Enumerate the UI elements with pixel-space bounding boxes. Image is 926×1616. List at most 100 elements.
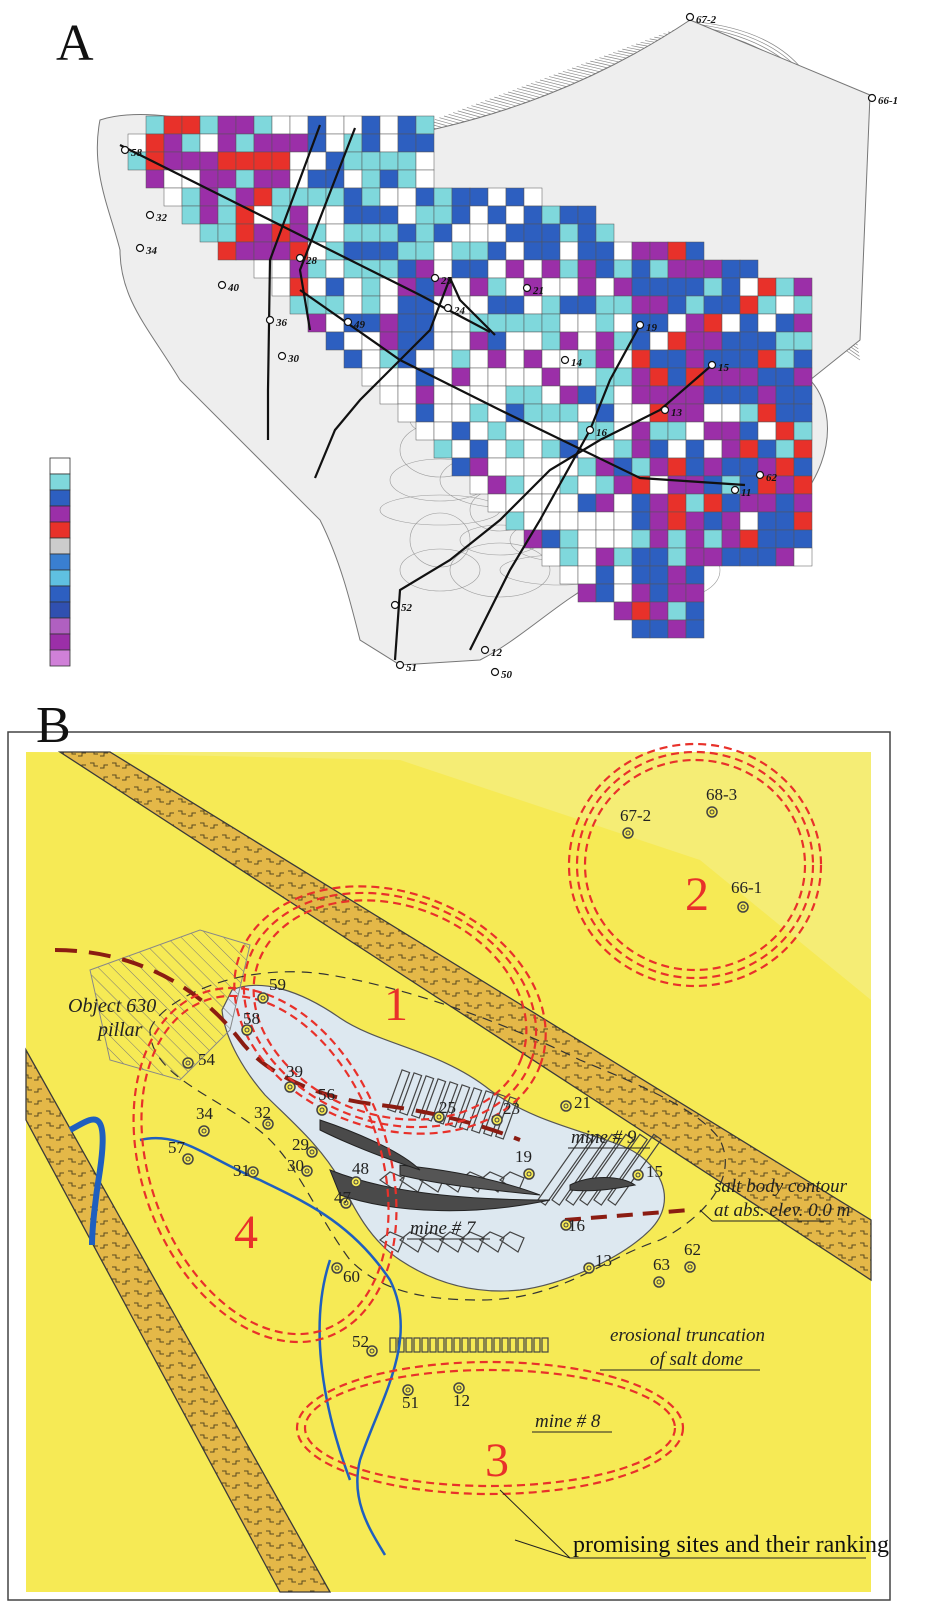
well-marker bbox=[635, 320, 645, 330]
legend-swatch bbox=[49, 489, 71, 507]
grid-cell bbox=[721, 457, 741, 477]
grid-cell bbox=[667, 565, 687, 585]
grid-cell bbox=[451, 331, 471, 351]
grid-cell bbox=[613, 331, 633, 351]
object-630-pillar bbox=[89, 929, 251, 1081]
grid-cell bbox=[703, 457, 723, 477]
mine-drift bbox=[565, 1133, 621, 1206]
grid-cell bbox=[757, 331, 777, 351]
well-label: 66-1 bbox=[878, 95, 898, 107]
grid-cell bbox=[253, 115, 273, 135]
grid-cell bbox=[235, 241, 255, 261]
legend-swatch bbox=[49, 633, 71, 651]
mine-drift bbox=[517, 1337, 525, 1353]
grid-cell bbox=[775, 403, 795, 423]
grid-cell bbox=[217, 241, 237, 261]
well-marker bbox=[632, 1169, 644, 1181]
grid-cell bbox=[397, 367, 417, 387]
mine-gallery bbox=[438, 1231, 465, 1253]
grid-cell bbox=[685, 331, 705, 351]
well-label: 62 bbox=[684, 1240, 701, 1259]
grid-cell bbox=[739, 259, 759, 279]
grid-cell bbox=[703, 547, 723, 567]
grid-cell bbox=[505, 367, 525, 387]
well-marker bbox=[301, 1165, 313, 1177]
grid-cell bbox=[577, 565, 597, 585]
grid-cell bbox=[505, 259, 525, 279]
grid-cell bbox=[649, 367, 669, 387]
grid-cell bbox=[577, 529, 597, 549]
mine-gallery bbox=[398, 1231, 425, 1253]
ranking-ellipses bbox=[132, 742, 823, 1496]
grid-cell bbox=[505, 385, 525, 405]
profile-line-4 bbox=[313, 277, 452, 479]
grid-cell bbox=[757, 529, 777, 549]
grid-cell bbox=[631, 583, 651, 603]
grid-cell bbox=[667, 331, 687, 351]
well-marker-inner bbox=[287, 1084, 293, 1090]
grid-cell bbox=[541, 547, 561, 567]
grid-cell bbox=[433, 439, 453, 459]
mine-drift bbox=[579, 1133, 635, 1206]
grid-cell bbox=[433, 421, 453, 441]
promising-leader-1 bbox=[499, 1489, 571, 1559]
grid-cell bbox=[541, 295, 561, 315]
well-marker bbox=[331, 1262, 343, 1274]
grid-cell bbox=[433, 223, 453, 243]
grid-cell bbox=[595, 439, 615, 459]
grid-cell bbox=[739, 367, 759, 387]
grid-cell bbox=[397, 223, 417, 243]
grid-cell bbox=[559, 277, 579, 297]
grid-cell bbox=[343, 295, 363, 315]
grid-cell bbox=[721, 547, 741, 567]
grid-cell bbox=[613, 403, 633, 423]
grid-cell bbox=[685, 529, 705, 549]
grid-cell bbox=[595, 475, 615, 495]
well-marker bbox=[755, 470, 765, 480]
well-label: 13 bbox=[595, 1251, 612, 1270]
grid-cell bbox=[271, 187, 291, 207]
grid-cell bbox=[577, 259, 597, 279]
grid-cell bbox=[721, 295, 741, 315]
grid-cell bbox=[793, 277, 813, 297]
grid-cell bbox=[271, 151, 291, 171]
well-marker-inner bbox=[353, 1179, 359, 1185]
grid-cell bbox=[361, 295, 381, 315]
grid-cell bbox=[469, 457, 489, 477]
grid-cell bbox=[721, 439, 741, 459]
grid-cell bbox=[361, 259, 381, 279]
grid-cell bbox=[667, 529, 687, 549]
well-marker bbox=[560, 1219, 572, 1231]
legend-swatch bbox=[49, 649, 71, 667]
grid-cell bbox=[613, 367, 633, 387]
mine-drift bbox=[470, 1090, 495, 1134]
grid-cell bbox=[577, 583, 597, 603]
grid-cell bbox=[685, 241, 705, 261]
well-marker-inner bbox=[244, 1027, 250, 1033]
legend-swatch bbox=[49, 505, 71, 523]
well-label: 12 bbox=[491, 647, 503, 659]
grid-cell bbox=[397, 241, 417, 261]
well-label: 32 bbox=[254, 1103, 271, 1122]
grid-cell bbox=[703, 331, 723, 351]
grid-cell bbox=[775, 367, 795, 387]
grid-cell bbox=[631, 421, 651, 441]
well-label: 11 bbox=[741, 487, 751, 499]
grid-cell bbox=[559, 385, 579, 405]
grid-cell bbox=[685, 259, 705, 279]
grid-cell bbox=[577, 457, 597, 477]
grid-cell bbox=[181, 151, 201, 171]
grid-cell bbox=[631, 547, 651, 567]
grid-cell bbox=[577, 511, 597, 531]
well-label: 25 bbox=[439, 1098, 456, 1117]
grid-cell bbox=[667, 511, 687, 531]
grid-cell bbox=[397, 403, 417, 423]
grid-cell bbox=[469, 385, 489, 405]
grid-cell bbox=[361, 241, 381, 261]
well-label: 15 bbox=[646, 1162, 663, 1181]
grid-cell bbox=[631, 511, 651, 531]
well-label: 12 bbox=[453, 1391, 470, 1410]
grid-cell bbox=[649, 547, 669, 567]
well-marker-inner bbox=[709, 809, 715, 815]
grid-cell bbox=[505, 439, 525, 459]
